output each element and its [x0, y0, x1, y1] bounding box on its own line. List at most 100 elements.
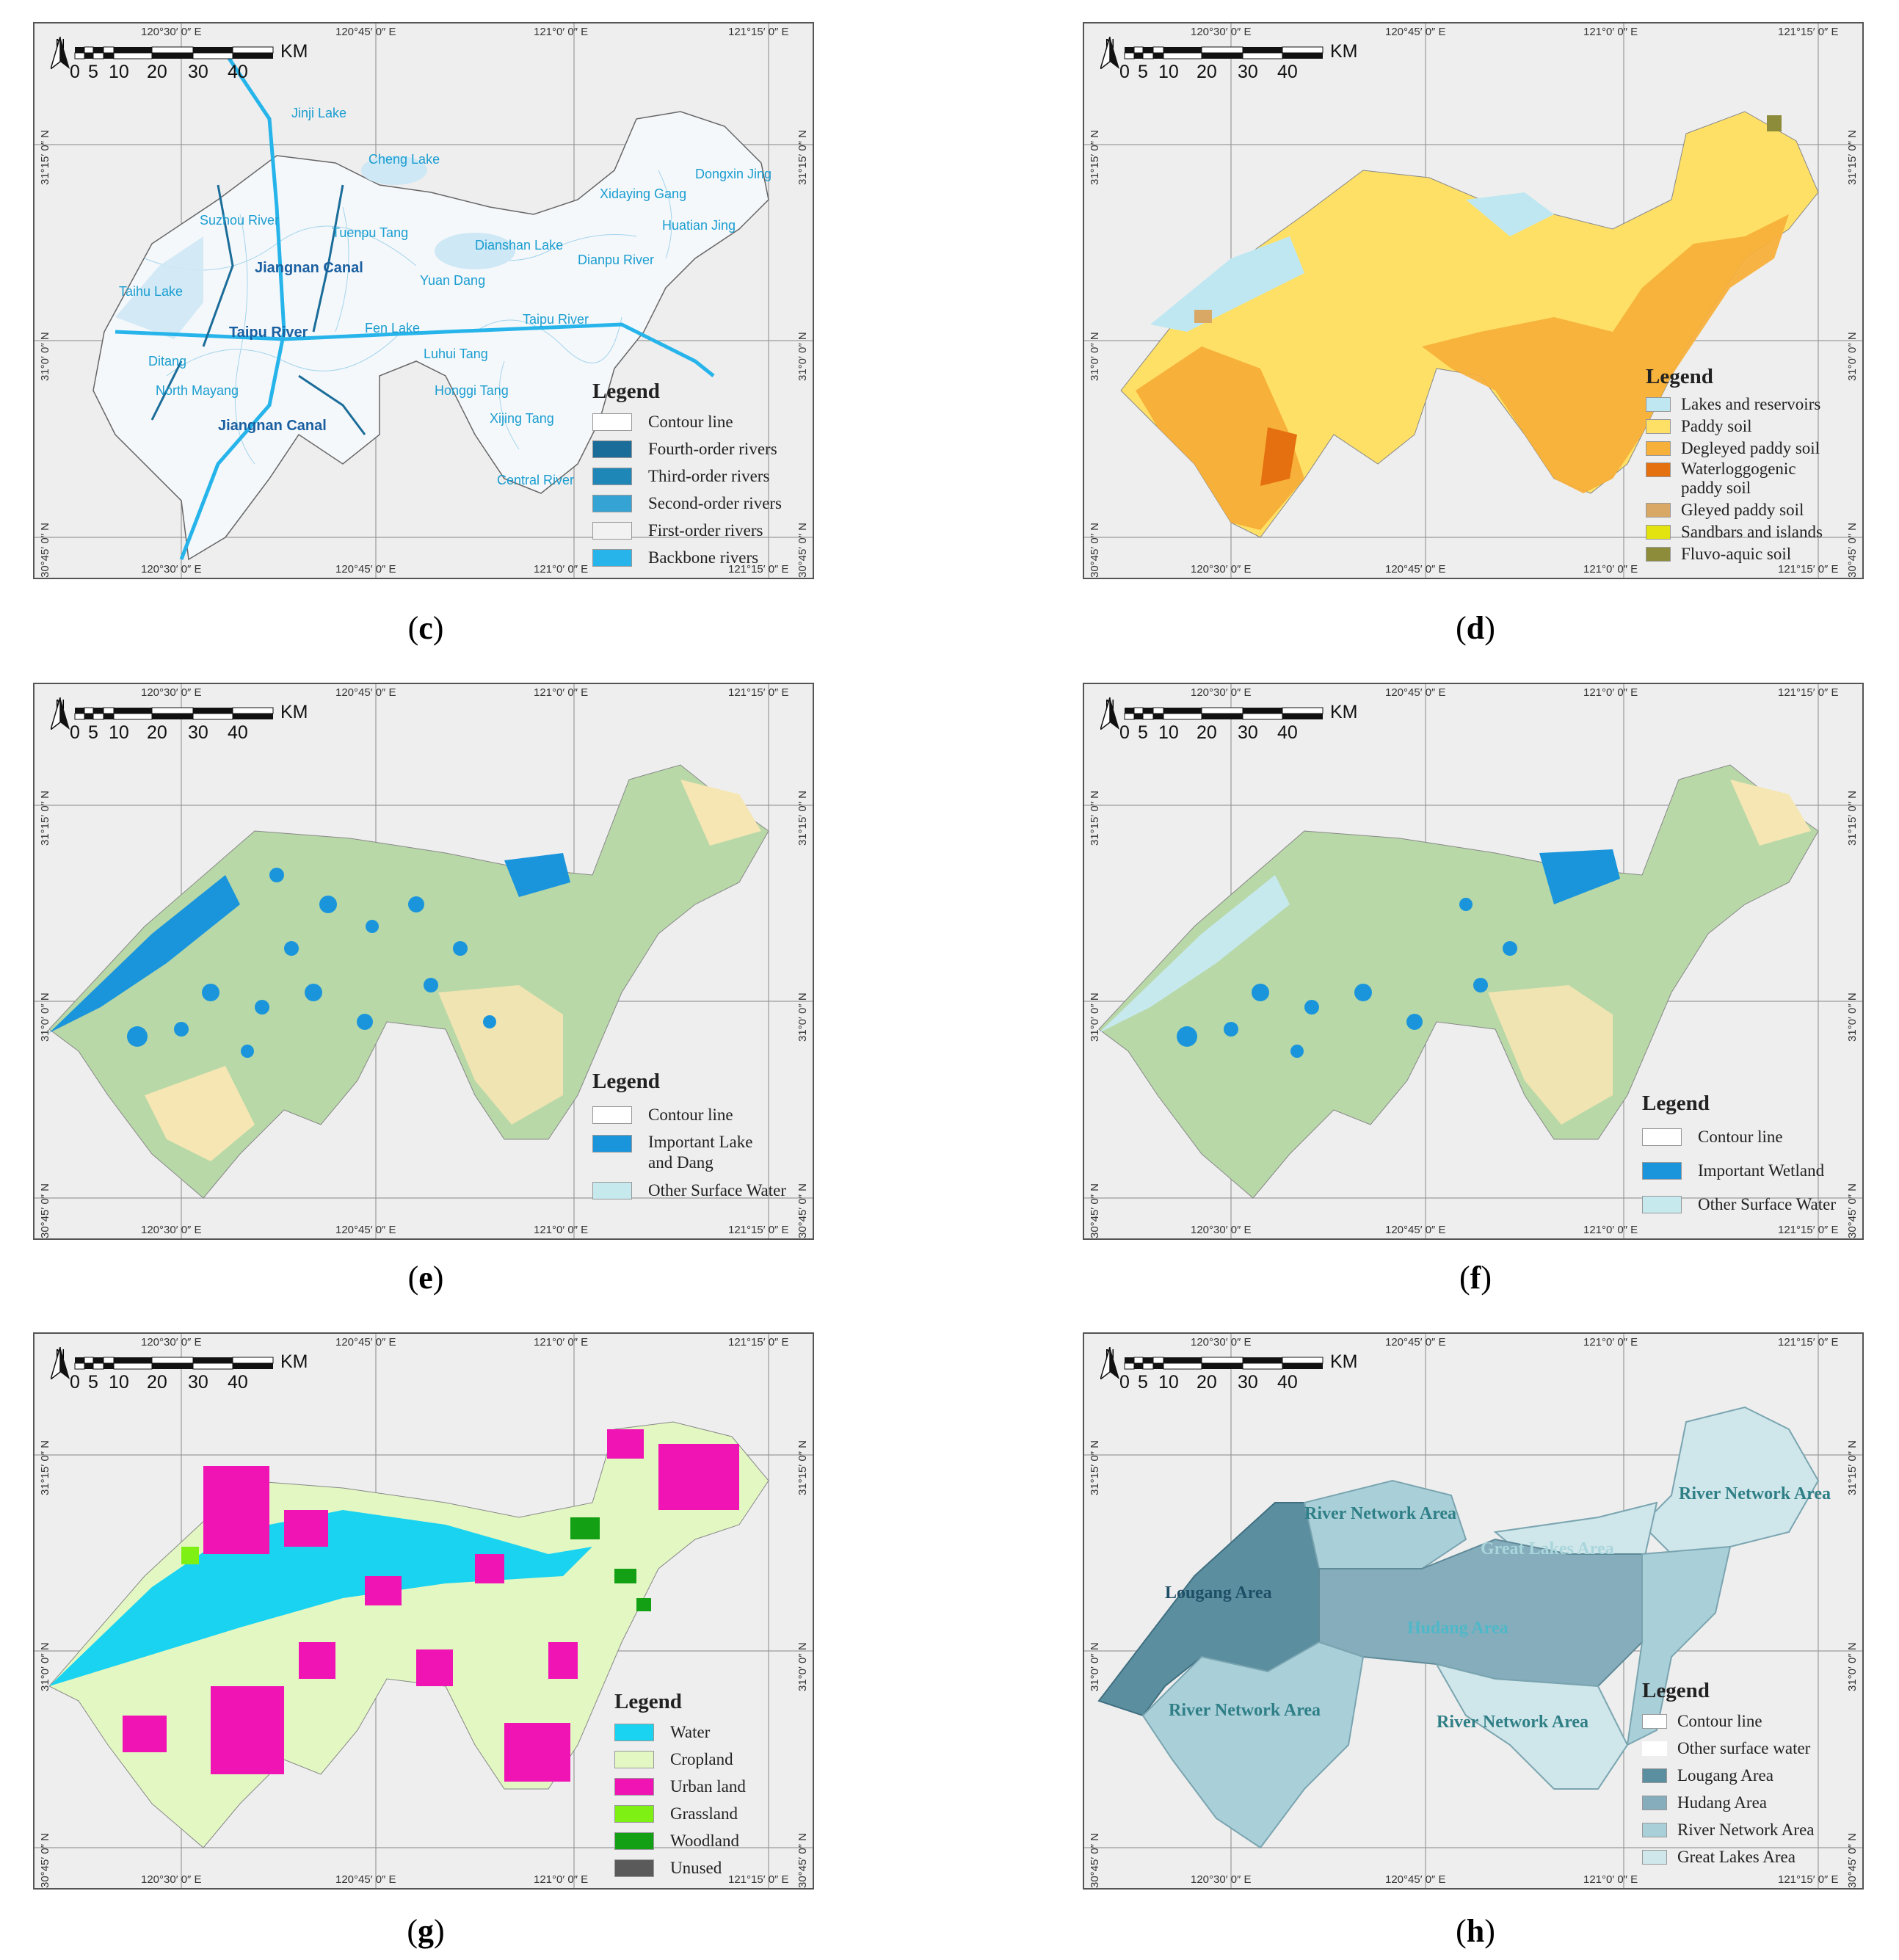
- latitude-label: 31°0′ 0″ N: [1846, 992, 1859, 1042]
- latitude-label: 30°45′ 0″ N: [1846, 523, 1859, 578]
- river-label: Jiangnan Canal: [218, 418, 327, 434]
- latitude-label: 31°15′ 0″ N: [39, 791, 51, 846]
- legend-item: Waterloggogenic paddy soil: [1646, 460, 1823, 499]
- north-arrow-icon: N: [1100, 1347, 1119, 1379]
- panel-caption: (g): [407, 1913, 445, 1949]
- longitude-label: 121°0′ 0″ E: [534, 1873, 589, 1886]
- panel-h: River Network Area River Network Area Gr…: [1079, 1321, 1872, 1960]
- scale-tick-label: 10: [109, 722, 129, 743]
- latitude-label: 31°15′ 0″ N: [39, 1440, 51, 1495]
- scale-tick-label: 20: [147, 1372, 167, 1393]
- longitude-label: 120°30′ 0″ E: [141, 563, 202, 576]
- land-use-map: [35, 1334, 813, 1888]
- legend-item: Gleyed paddy soil: [1646, 499, 1823, 521]
- latitude-label: 31°0′ 0″ N: [1089, 992, 1101, 1042]
- legend: Legend Contour line Other surface water …: [1642, 1679, 1815, 1870]
- panel-caption: (f): [1459, 1260, 1492, 1296]
- latitude-label: 31°0′ 0″ N: [39, 1642, 51, 1691]
- river-label: Dianshan Lake: [475, 238, 564, 253]
- lake-dang-map: [35, 684, 813, 1238]
- longitude-label: 121°15′ 0″ E: [728, 1873, 789, 1886]
- latitude-label: 30°45′ 0″ N: [796, 523, 809, 578]
- latitude-label: 30°45′ 0″ N: [796, 1833, 809, 1888]
- latitude-label: 31°15′ 0″ N: [1846, 791, 1859, 846]
- legend-item: Grassland: [614, 1800, 746, 1827]
- scale-tick-label: 30: [188, 722, 208, 743]
- scale-tick-label: 0: [70, 722, 80, 743]
- latitude-label: 31°0′ 0″ N: [1846, 332, 1859, 381]
- scale-tick-label: 5: [1138, 1372, 1148, 1393]
- latitude-label: 31°0′ 0″ N: [1089, 1642, 1101, 1691]
- scale-tick-label: 40: [228, 1372, 248, 1393]
- latitude-label: 31°15′ 0″ N: [796, 1440, 809, 1495]
- river-label: Xijing Tang: [490, 411, 554, 426]
- legend-item: Contour line: [1642, 1120, 1836, 1154]
- scale-unit: KM: [1330, 702, 1358, 722]
- scale-tick-label: 0: [70, 1372, 80, 1393]
- latitude-label: 30°45′ 0″ N: [1089, 523, 1101, 578]
- legend: Legend Contour line Important Lake and D…: [592, 1070, 786, 1205]
- river-label: Jiangnan Canal: [255, 260, 363, 276]
- latitude-label: 31°0′ 0″ N: [796, 992, 809, 1042]
- river-label: Taipu River: [229, 324, 308, 341]
- river-label: Xidaying Gang: [600, 186, 687, 201]
- longitude-label: 120°30′ 0″ E: [1191, 686, 1252, 699]
- river-network-area-east: [1626, 1545, 1732, 1746]
- legend-title: Legend: [1646, 365, 1713, 388]
- legend-item: Urban land: [614, 1773, 746, 1800]
- latitude-label: 30°45′ 0″ N: [796, 1183, 809, 1238]
- legend-item: Contour line: [1642, 1707, 1815, 1735]
- map-h: River Network Area River Network Area Gr…: [1083, 1332, 1864, 1890]
- latitude-label: 31°0′ 0″ N: [1846, 1642, 1859, 1691]
- river-label: Dongxin Jing: [695, 167, 772, 181]
- longitude-label: 120°45′ 0″ E: [335, 1224, 396, 1236]
- river-network-area: [1641, 1406, 1820, 1556]
- scale-tick-label: 30: [1238, 1372, 1258, 1393]
- panel-g: Legend Water Cropland Urban land Grassla…: [29, 1321, 822, 1960]
- legend: Legend Water Cropland Urban land Grassla…: [614, 1690, 746, 1881]
- scale-tick-label: 0: [1119, 722, 1130, 743]
- scale-tick-label: 0: [1119, 1372, 1130, 1393]
- panel-caption: (e): [407, 1260, 444, 1296]
- legend: Legend Lakes and reservoirs Paddy soil D…: [1646, 365, 1823, 565]
- longitude-label: 120°30′ 0″ E: [141, 686, 202, 699]
- legend-item: Other surface water: [1642, 1735, 1815, 1762]
- legend-item: Unused: [614, 1854, 746, 1881]
- legend-item: Other Surface Water: [1642, 1188, 1836, 1222]
- map-c: Jinji Lake Cheng Lake Dongxin Jing Xiday…: [33, 22, 814, 579]
- longitude-label: 120°30′ 0″ E: [1191, 1873, 1252, 1886]
- map-d: Legend Lakes and reservoirs Paddy soil D…: [1083, 22, 1864, 579]
- legend-item: First-order rivers: [592, 517, 782, 544]
- scale-tick-label: 40: [228, 722, 248, 743]
- zone-label: River Network Area: [1437, 1713, 1589, 1732]
- legend-title: Legend: [614, 1690, 682, 1713]
- legend-item: Second-order rivers: [592, 490, 782, 517]
- legend-item: Great Lakes Area: [1642, 1843, 1815, 1870]
- legend-title: Legend: [592, 380, 660, 403]
- latitude-label: 31°0′ 0″ N: [796, 332, 809, 381]
- soil-map: [1084, 23, 1862, 578]
- legend-item: Backbone rivers: [592, 544, 782, 571]
- latitude-label: 31°15′ 0″ N: [1846, 1440, 1859, 1495]
- longitude-label: 121°0′ 0″ E: [1583, 563, 1638, 576]
- longitude-label: 120°45′ 0″ E: [1385, 563, 1446, 576]
- river-network-map: [35, 23, 813, 578]
- river-label: Jinji Lake: [291, 106, 347, 120]
- river-label: Suzhou River: [200, 213, 280, 228]
- scale-unit: KM: [280, 1351, 308, 1372]
- scale-tick-label: 40: [1277, 722, 1298, 743]
- longitude-label: 121°15′ 0″ E: [1778, 686, 1839, 699]
- longitude-label: 120°30′ 0″ E: [1191, 563, 1252, 576]
- north-arrow-icon: N: [51, 1347, 70, 1379]
- north-arrow-icon: N: [1100, 697, 1119, 730]
- scale-tick-label: 5: [88, 62, 98, 82]
- scale-tick-label: 10: [109, 62, 129, 82]
- longitude-label: 121°0′ 0″ E: [534, 1224, 589, 1236]
- longitude-label: 120°45′ 0″ E: [1385, 1873, 1446, 1886]
- scale-unit: KM: [280, 41, 308, 62]
- legend-item: Woodland: [614, 1827, 746, 1854]
- scale-tick-label: 30: [1238, 722, 1258, 743]
- longitude-label: 121°15′ 0″ E: [1778, 1873, 1839, 1886]
- river-network-area-south: [1434, 1663, 1629, 1790]
- longitude-label: 120°30′ 0″ E: [1191, 26, 1252, 38]
